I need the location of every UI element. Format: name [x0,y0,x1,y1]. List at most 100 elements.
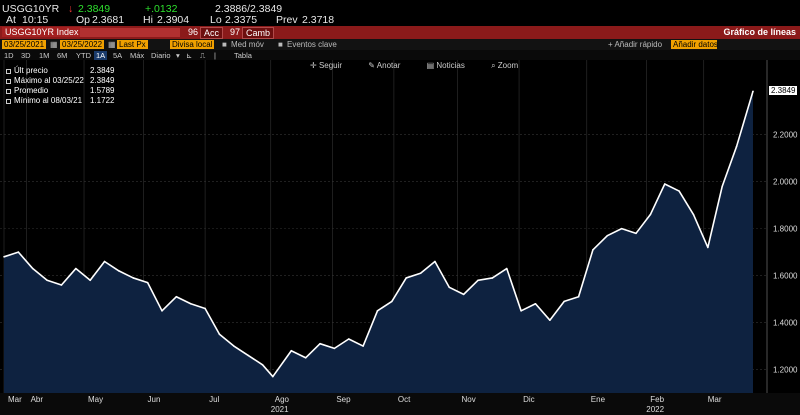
data-point [103,260,106,263]
legend-row[interactable]: Máximo al 03/25/22 2.3849 [6,76,130,86]
price-area [4,91,753,394]
data-point [118,270,120,272]
price-chart[interactable]: 1.2000 1.4000 1.6000 1.8000 2.0000 2.2000 Mar A… [0,60,800,415]
prev-value: 2.3718 [302,14,335,26]
currency-select[interactable]: Divisa local [170,40,215,49]
y-tick-label: 2.2000 [773,131,798,140]
data-point [707,246,709,249]
last-value-tag: 2.3849 [769,86,798,96]
legend-checkbox[interactable] [6,88,11,94]
x-tick-label: Abr [31,395,44,404]
quick-add-button[interactable]: + Añadir rápido [608,40,663,49]
separator: | [214,51,216,60]
news-label: Noticias [436,61,465,70]
range-1m[interactable]: 1M [39,51,50,60]
data-point [272,375,274,378]
bar-style-icon[interactable]: ⎍ [200,51,206,60]
y-tick-label: 1.6000 [773,272,798,281]
data-point [721,185,724,188]
data-point [31,267,34,270]
year-label: 2022 [646,405,664,414]
legend-label: Promedio [14,86,49,95]
legend-row[interactable]: Promedio 1.5789 [6,86,130,96]
data-point [391,300,393,303]
date-to-input[interactable]: 03/25/2022 [60,40,105,49]
chart-area[interactable]: 1.2000 1.4000 1.6000 1.8000 2.0000 2.2000 Mar A… [0,60,800,415]
date-from-input[interactable]: 03/25/2021 [2,40,47,49]
data-point [132,277,135,279]
range-ytd[interactable]: YTD [76,51,91,60]
legend-value: 2.3849 [90,66,115,75]
legend-row[interactable]: Últ precio 2.3849 [6,66,130,76]
field-select[interactable]: Last Px [117,40,148,49]
year-label: 2021 [271,405,289,414]
range-6m[interactable]: 6M [57,51,68,60]
redacted-field [80,28,180,37]
annotate-button[interactable]: ✎ Anotar [368,61,401,70]
x-tick-label: Jul [209,395,219,404]
camb-button[interactable]: Camb [242,27,275,39]
at-label: At [6,14,16,26]
legend-checkbox[interactable] [6,98,11,104]
studies-button[interactable]: Med móv [231,40,264,49]
data-point [75,267,77,270]
data-point [448,286,451,289]
follow-button[interactable]: ✛ Seguir [310,61,343,70]
data-point [46,279,48,282]
zoom-button[interactable]: ⌕ Zoom [491,61,519,70]
range-5a[interactable]: 5A [113,51,123,60]
high-label: Hi [143,14,153,26]
x-tick-label: Ago [275,395,290,404]
data-point [17,251,20,253]
data-point [233,345,235,347]
data-point [3,256,5,258]
chart-legend: Últ precio 2.3849 Máximo al 03/25/22 2.3… [6,66,130,106]
chart-type-title: Gráfico de líneas [723,27,796,37]
data-point [261,364,264,366]
events-icon[interactable]: ■ [278,40,283,49]
add-data-input[interactable]: Añadir datos [671,40,718,49]
data-point [218,333,221,336]
studies-icon[interactable]: ■ [222,40,227,49]
data-point [376,310,379,312]
data-point [549,319,551,322]
data-point [635,232,637,235]
data-point [678,190,680,192]
data-point [434,260,436,263]
legend-label: Últ precio [14,66,48,75]
data-point [60,284,63,286]
range-3d[interactable]: 3D [21,51,31,60]
bid-ask: 2.3886/2.3849 [215,3,283,15]
security-index[interactable]: USGG10YR Index [2,27,82,37]
calendar-icon[interactable]: ▦ [108,40,116,49]
range-1a[interactable]: 1A [94,51,108,60]
calendar-icon[interactable]: ▦ [50,40,58,49]
legend-row[interactable]: Mínimo al 08/03/21 1.1722 [6,96,130,106]
legend-label: Mínimo al 08/03/21 [14,96,83,105]
open-value: 2.3681 [92,14,125,26]
x-tick-label: Sep [336,395,351,404]
chevron-down-icon[interactable]: ▾ [176,51,180,60]
zoom-label: Zoom [497,61,519,70]
ticker-label[interactable]: USGG10YR [2,3,60,15]
data-point [161,310,163,312]
x-tick-label: Mar [708,395,722,404]
camb-number: 97 [230,27,241,37]
quote-header: USGG10YR ↓ 2.3849 +.0132 2.3886/2.3849 A… [0,0,800,26]
acc-button[interactable]: Acc [200,27,224,39]
legend-checkbox[interactable] [6,68,11,74]
data-point [606,234,609,237]
function-bar: USGG10YR Index 96 Acc 97 Camb Gráfico de… [0,26,800,39]
data-point [290,349,293,352]
data-point [175,295,178,298]
data-point [505,267,508,270]
table-button[interactable]: Tabla [234,51,252,60]
legend-checkbox[interactable] [6,78,11,84]
period-select[interactable]: Diario [151,51,171,60]
events-button[interactable]: Eventos clave [287,40,337,49]
data-point [735,145,738,148]
range-1d[interactable]: 1D [4,51,14,60]
line-style-icon[interactable]: ⊾ [186,51,193,60]
range-max[interactable]: Máx [130,51,145,60]
news-button[interactable]: ▤ Noticias [426,61,465,70]
